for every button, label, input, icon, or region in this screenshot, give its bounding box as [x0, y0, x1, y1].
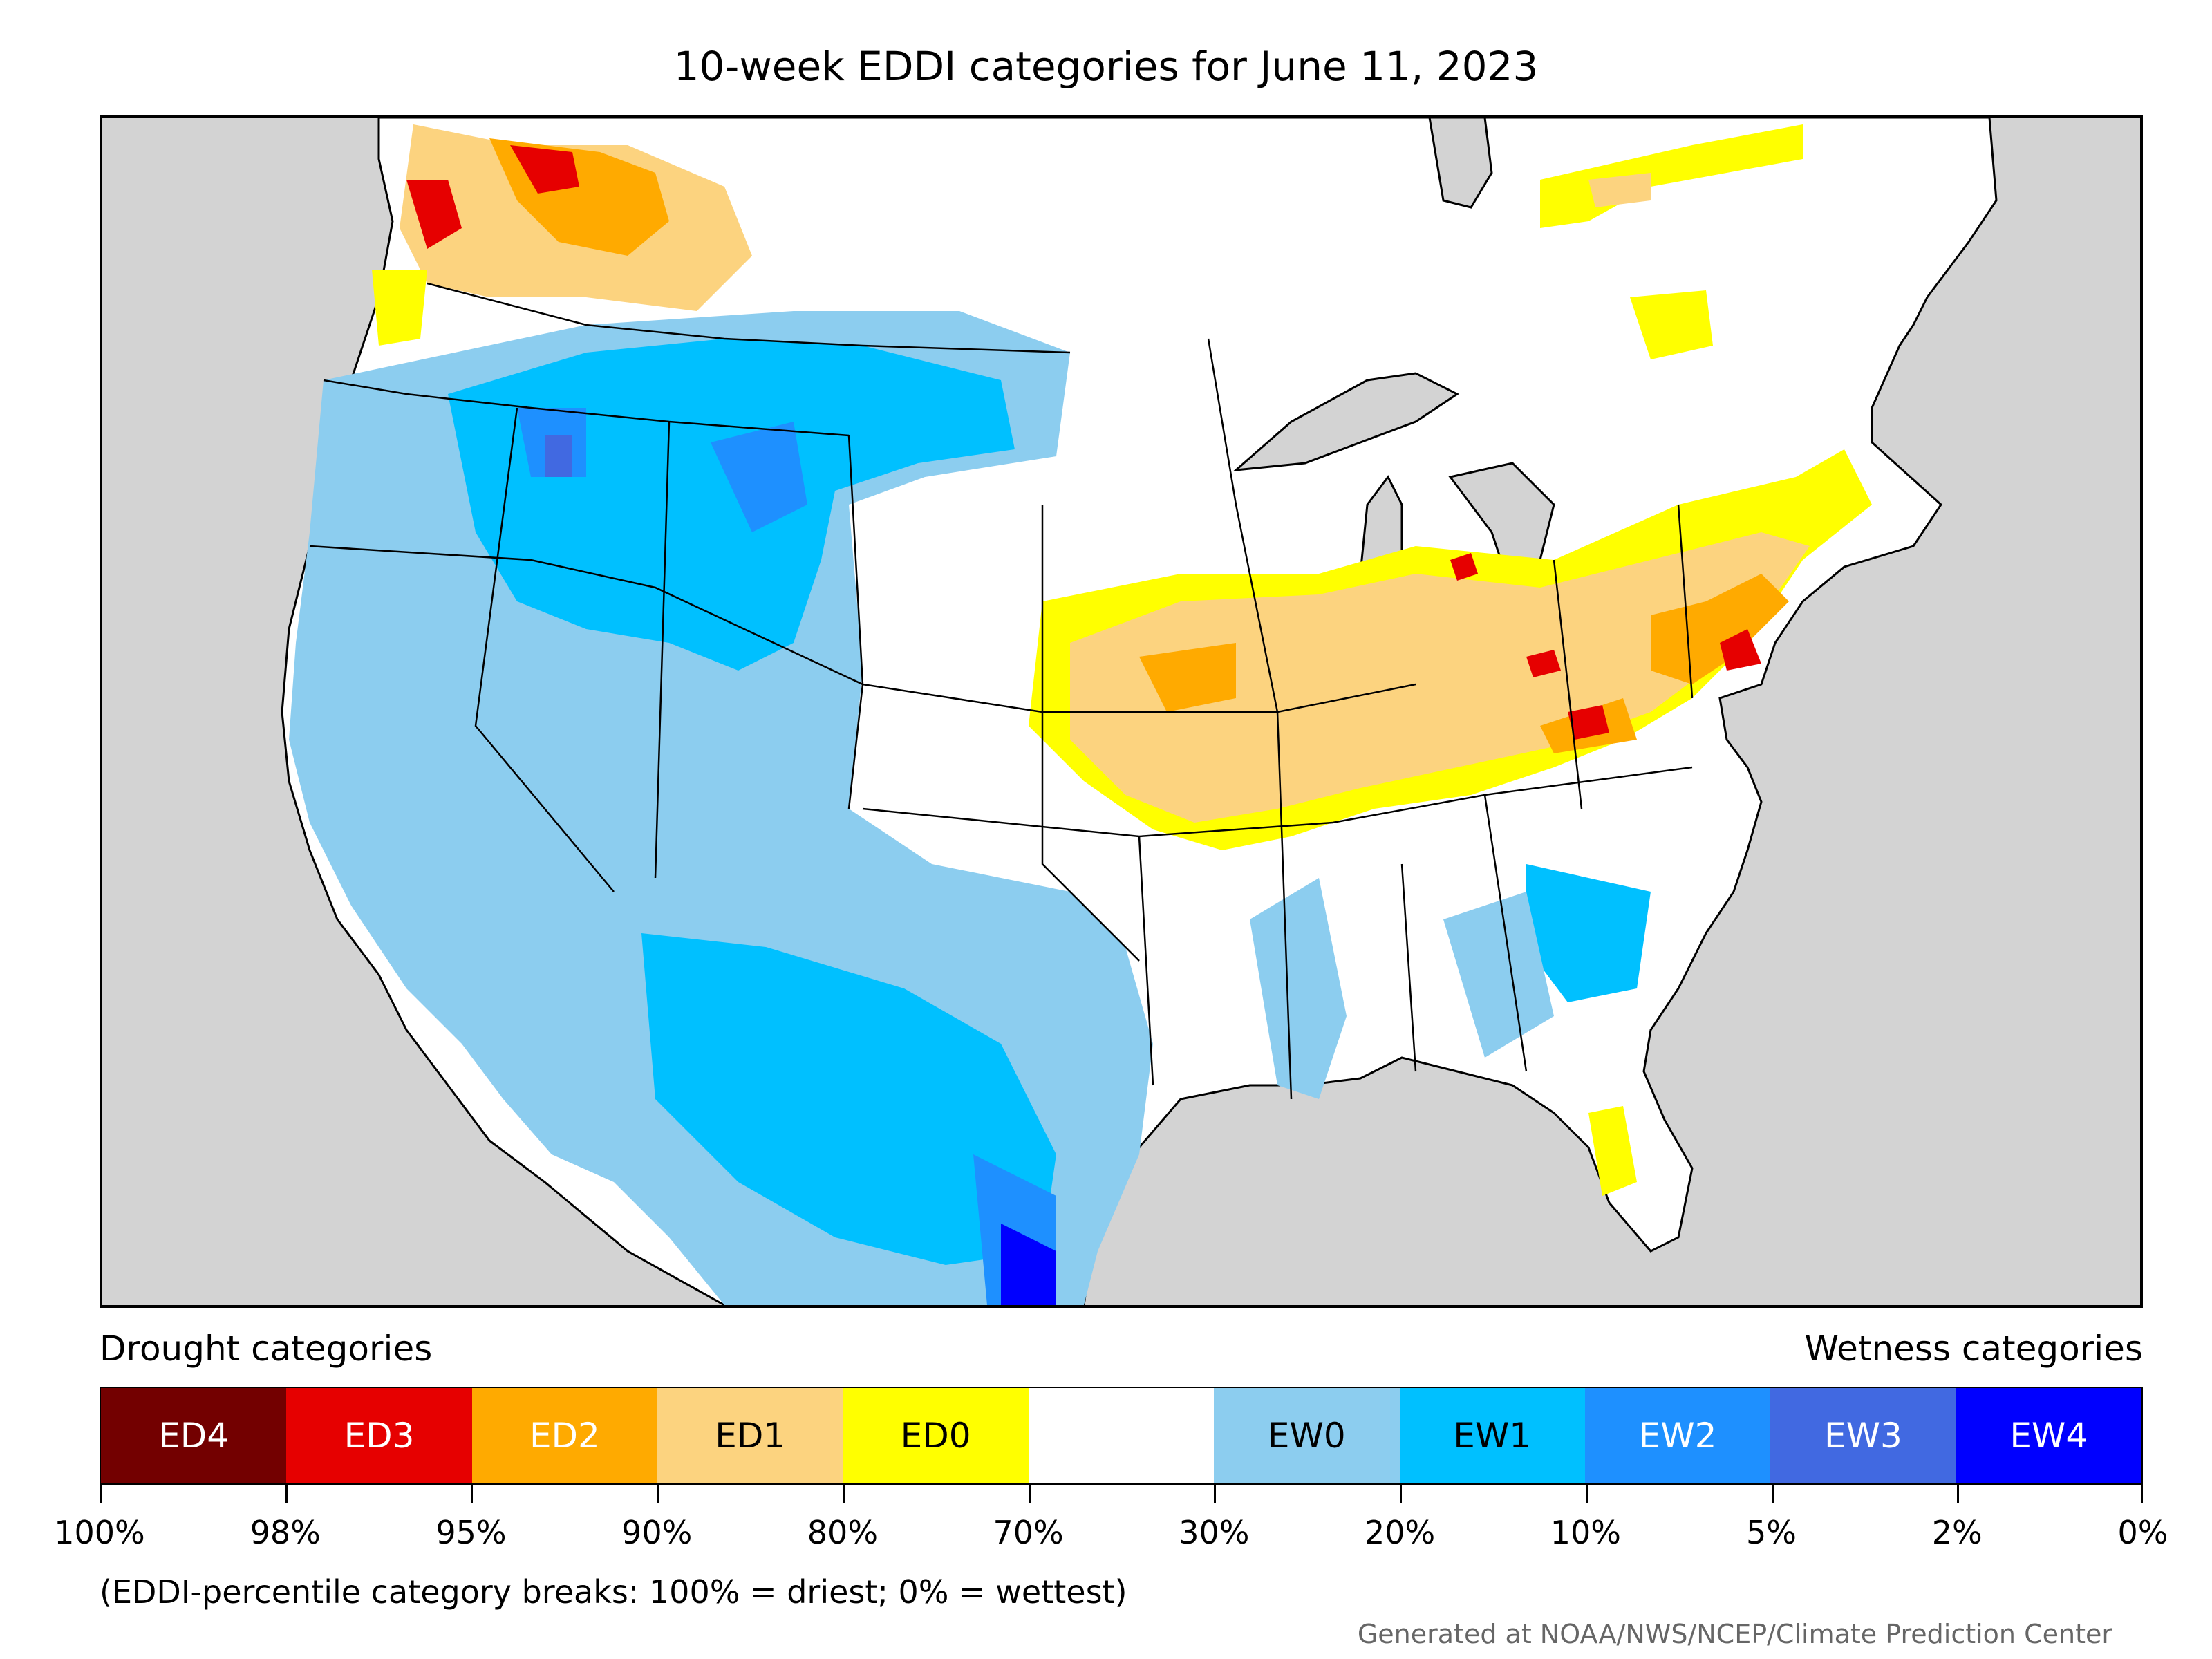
colorbar-tick [1771, 1485, 1774, 1503]
colorbar-tick-label: 80% [807, 1514, 879, 1551]
colorbar-tick [1028, 1485, 1031, 1503]
eddi-shading [289, 124, 1872, 1305]
colorbar-tick-label: 95% [435, 1514, 507, 1551]
category-cell-ew1: EW1 [1399, 1388, 1585, 1483]
colorbar-tick [842, 1485, 845, 1503]
lake-superior [1232, 372, 1459, 471]
colorbar-tick-label: 5% [1746, 1514, 1797, 1551]
eddi-map [100, 115, 2143, 1308]
state-borders [309, 282, 1694, 1100]
credit-line: Generated at NOAA/NWS/NCEP/Climate Predi… [1357, 1619, 2112, 1649]
category-cell-ed4: ED4 [101, 1388, 287, 1483]
colorbar-tick-label: 20% [1364, 1514, 1436, 1551]
colorbar-tick [2141, 1485, 2143, 1503]
category-cell-ed2: ED2 [471, 1388, 658, 1483]
colorbar-tick-label: 100% [54, 1514, 145, 1551]
category-cell-ed3: ED3 [286, 1388, 472, 1483]
colorbar-ticks [100, 1485, 2143, 1506]
hudson-bay-edge [1428, 118, 1493, 209]
colorbar-tick [1214, 1485, 1217, 1503]
colorbar-tick [1400, 1485, 1403, 1503]
category-cell-normal [1028, 1388, 1215, 1483]
category-cell-ew0: EW0 [1214, 1388, 1400, 1483]
colorbar-tick [100, 1485, 102, 1503]
colorbar-tick-label: 30% [1179, 1514, 1250, 1551]
map-svg [281, 118, 1998, 1305]
colorbar-tick-label: 10% [1550, 1514, 1621, 1551]
colorbar-tick [285, 1485, 288, 1503]
category-cell-ed1: ED1 [657, 1388, 843, 1483]
colorbar-tick [1957, 1485, 1960, 1503]
category-cell-ew2: EW2 [1584, 1388, 1771, 1483]
colorbar-tick-label: 90% [621, 1514, 693, 1551]
category-cell-ed0: ED0 [843, 1388, 1029, 1483]
colorbar-tick-label: 98% [250, 1514, 321, 1551]
colorbar-tick [1585, 1485, 1588, 1503]
colorbar-tick-label: 2% [1931, 1514, 1983, 1551]
drought-categories-label: Drought categories [100, 1329, 433, 1369]
wetness-categories-label: Wetness categories [1804, 1329, 2143, 1369]
colorbar-tick [471, 1485, 474, 1503]
category-cell-ew4: EW4 [1956, 1388, 2141, 1483]
colorbar-tick-label: 70% [993, 1514, 1064, 1551]
colorbar-tick [657, 1485, 659, 1503]
category-colorbar: ED4 ED3 ED2 ED1 ED0 EW0 EW1 EW2 EW3 EW4 [100, 1387, 2143, 1485]
map-title: 10-week EDDI categories for June 11, 202… [673, 43, 1539, 90]
category-note: (EDDI-percentile category breaks: 100% =… [100, 1573, 1127, 1611]
colorbar-tick-label: 0% [2117, 1514, 2168, 1551]
category-cell-ew3: EW3 [1770, 1388, 1956, 1483]
